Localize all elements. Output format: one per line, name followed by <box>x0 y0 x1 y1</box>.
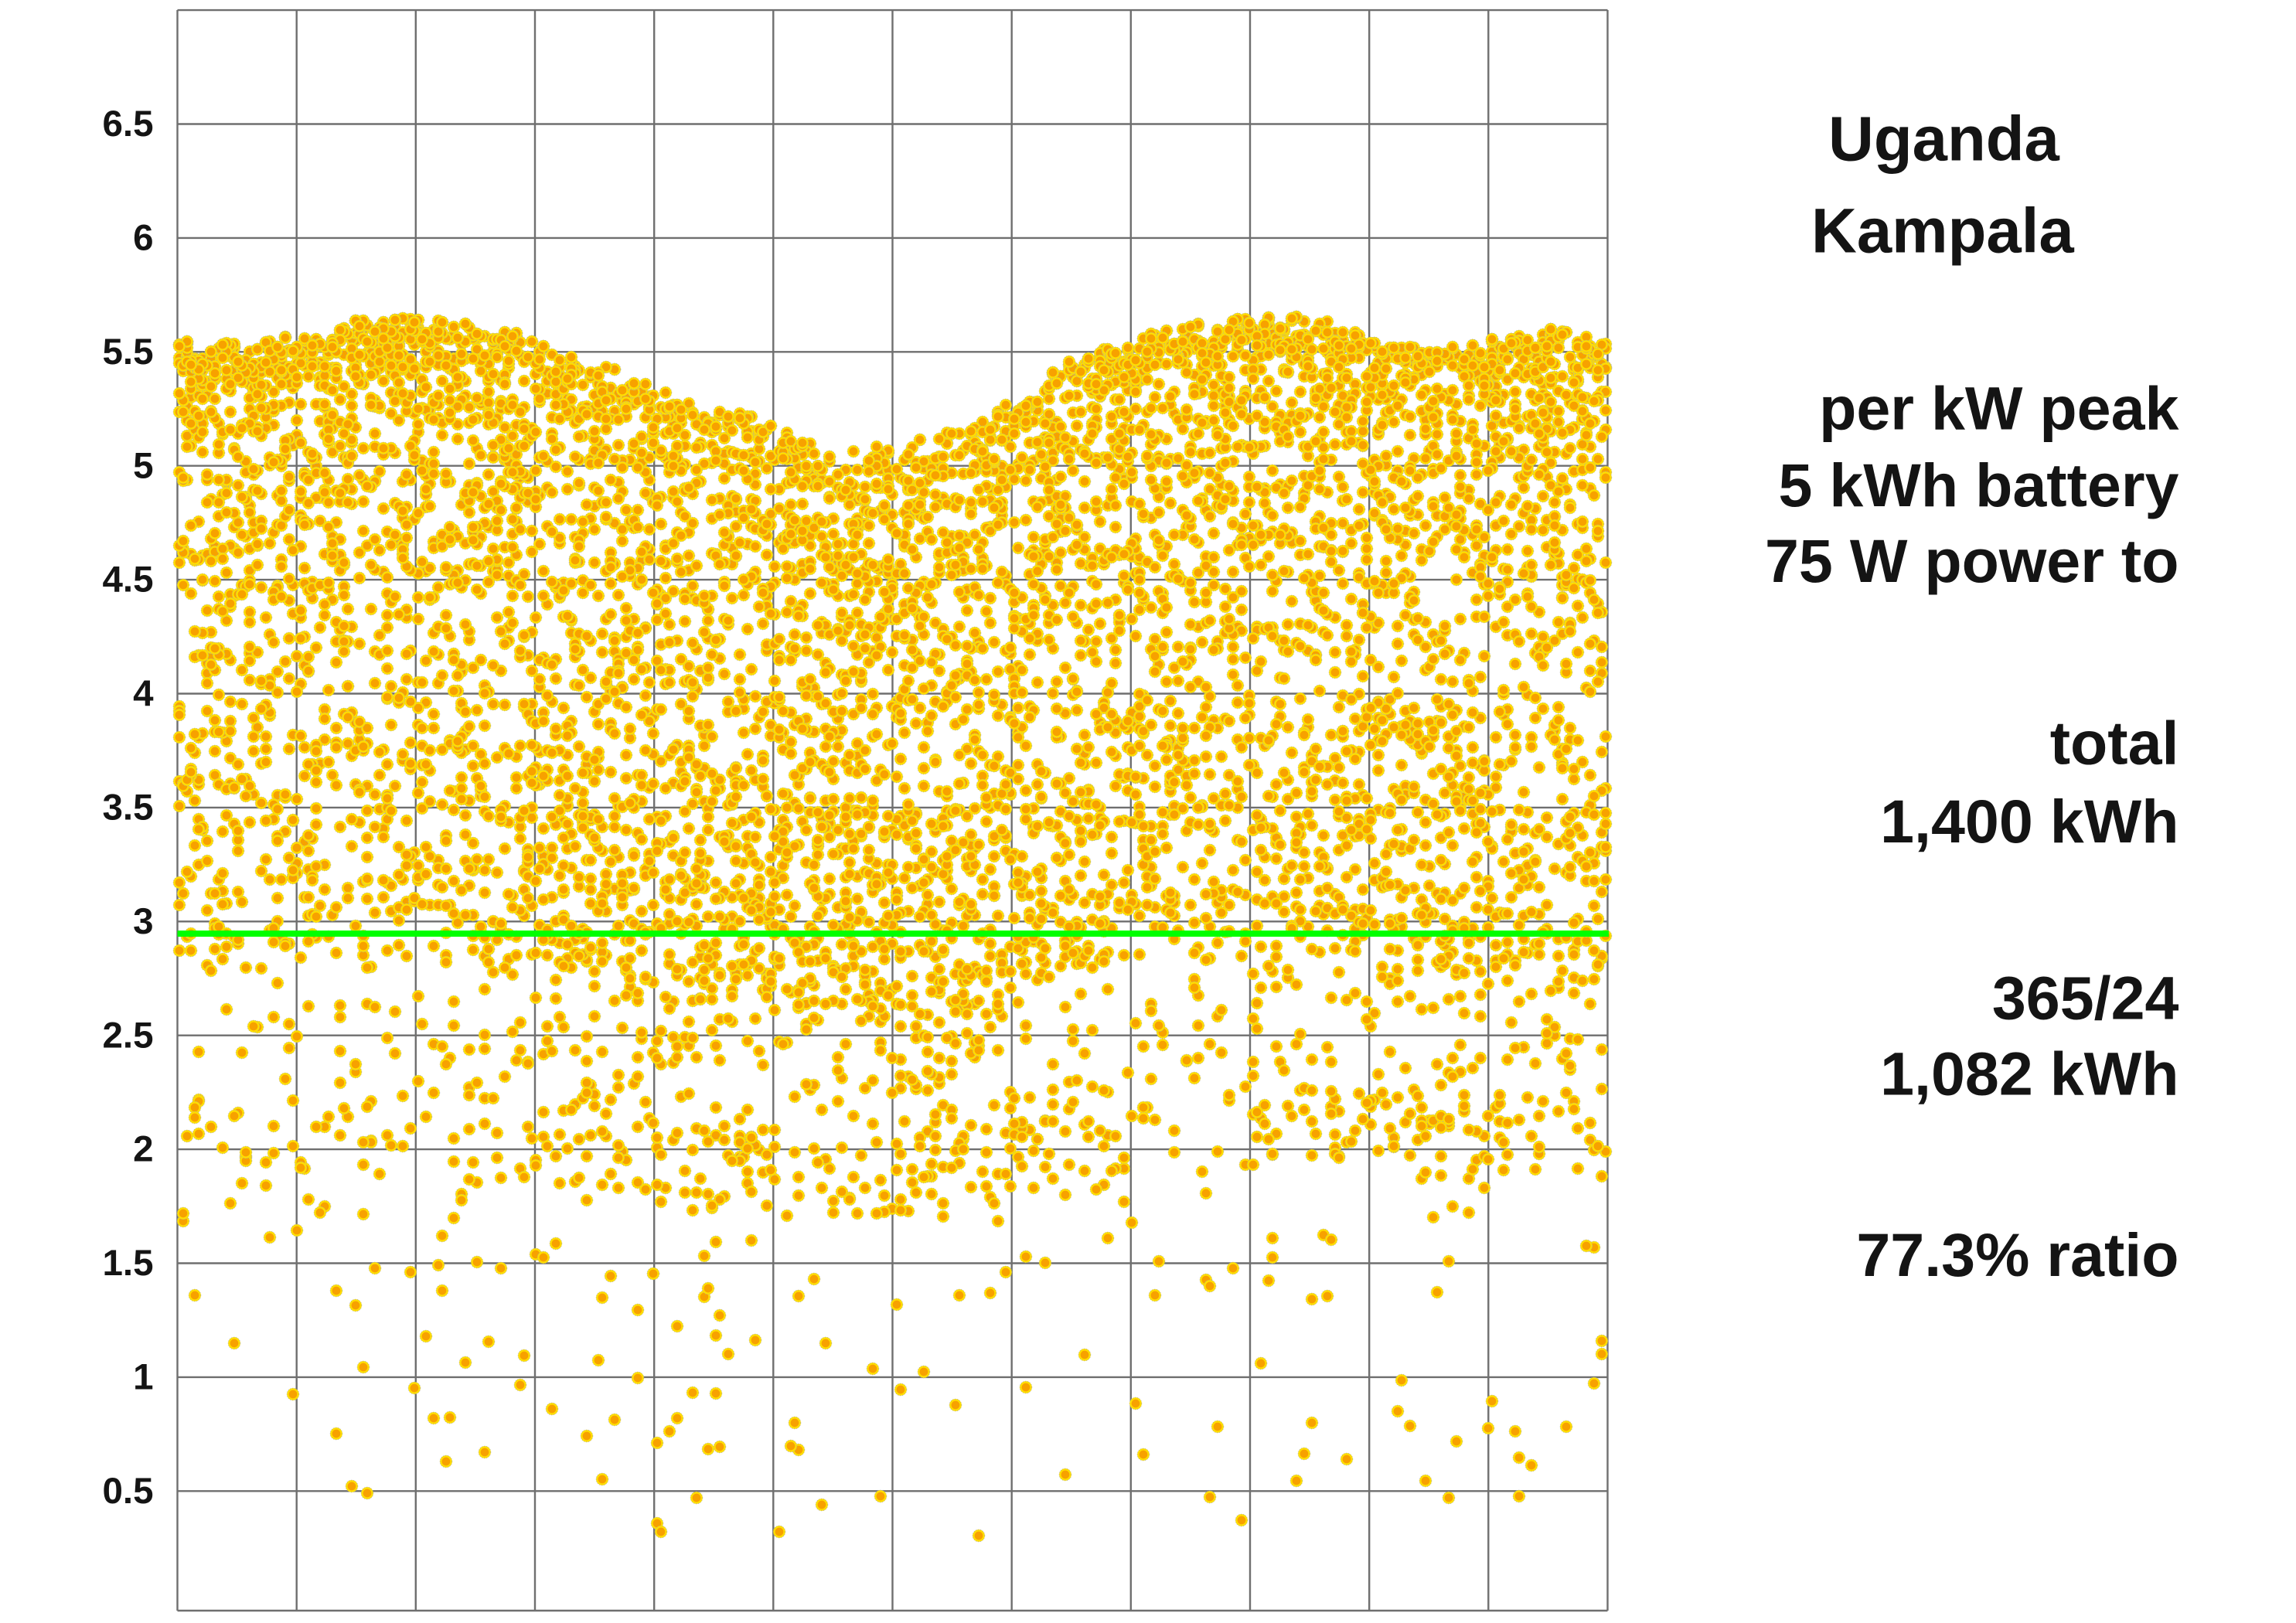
svg-text:1,400 kWh: 1,400 kWh <box>1880 787 2178 856</box>
svg-text:2: 2 <box>133 1129 153 1170</box>
svg-text:77.3% ratio: 77.3% ratio <box>1856 1220 2178 1289</box>
svg-text:2.5: 2.5 <box>102 1015 153 1056</box>
svg-text:4: 4 <box>133 673 154 714</box>
svg-text:5 kWh battery: 5 kWh battery <box>1778 451 2178 519</box>
svg-text:per kW peak: per kW peak <box>1819 373 2179 442</box>
svg-text:1,082 kWh: 1,082 kWh <box>1880 1039 2178 1108</box>
svg-text:5.5: 5.5 <box>102 332 153 373</box>
svg-text:0.5: 0.5 <box>102 1471 153 1512</box>
svg-text:6: 6 <box>133 218 153 259</box>
svg-text:total: total <box>2050 709 2179 777</box>
svg-text:Kampala: Kampala <box>1811 196 2074 267</box>
svg-text:Uganda: Uganda <box>1828 104 2060 175</box>
svg-text:3.5: 3.5 <box>102 788 153 829</box>
svg-text:75 W power to: 75 W power to <box>1765 526 2179 595</box>
svg-text:3: 3 <box>133 901 153 942</box>
svg-text:4.5: 4.5 <box>102 560 153 601</box>
svg-text:1.5: 1.5 <box>102 1243 153 1284</box>
svg-text:5: 5 <box>133 445 153 486</box>
svg-text:365/24: 365/24 <box>1992 964 2179 1033</box>
svg-text:6.5: 6.5 <box>102 104 153 145</box>
svg-text:1: 1 <box>133 1357 153 1398</box>
